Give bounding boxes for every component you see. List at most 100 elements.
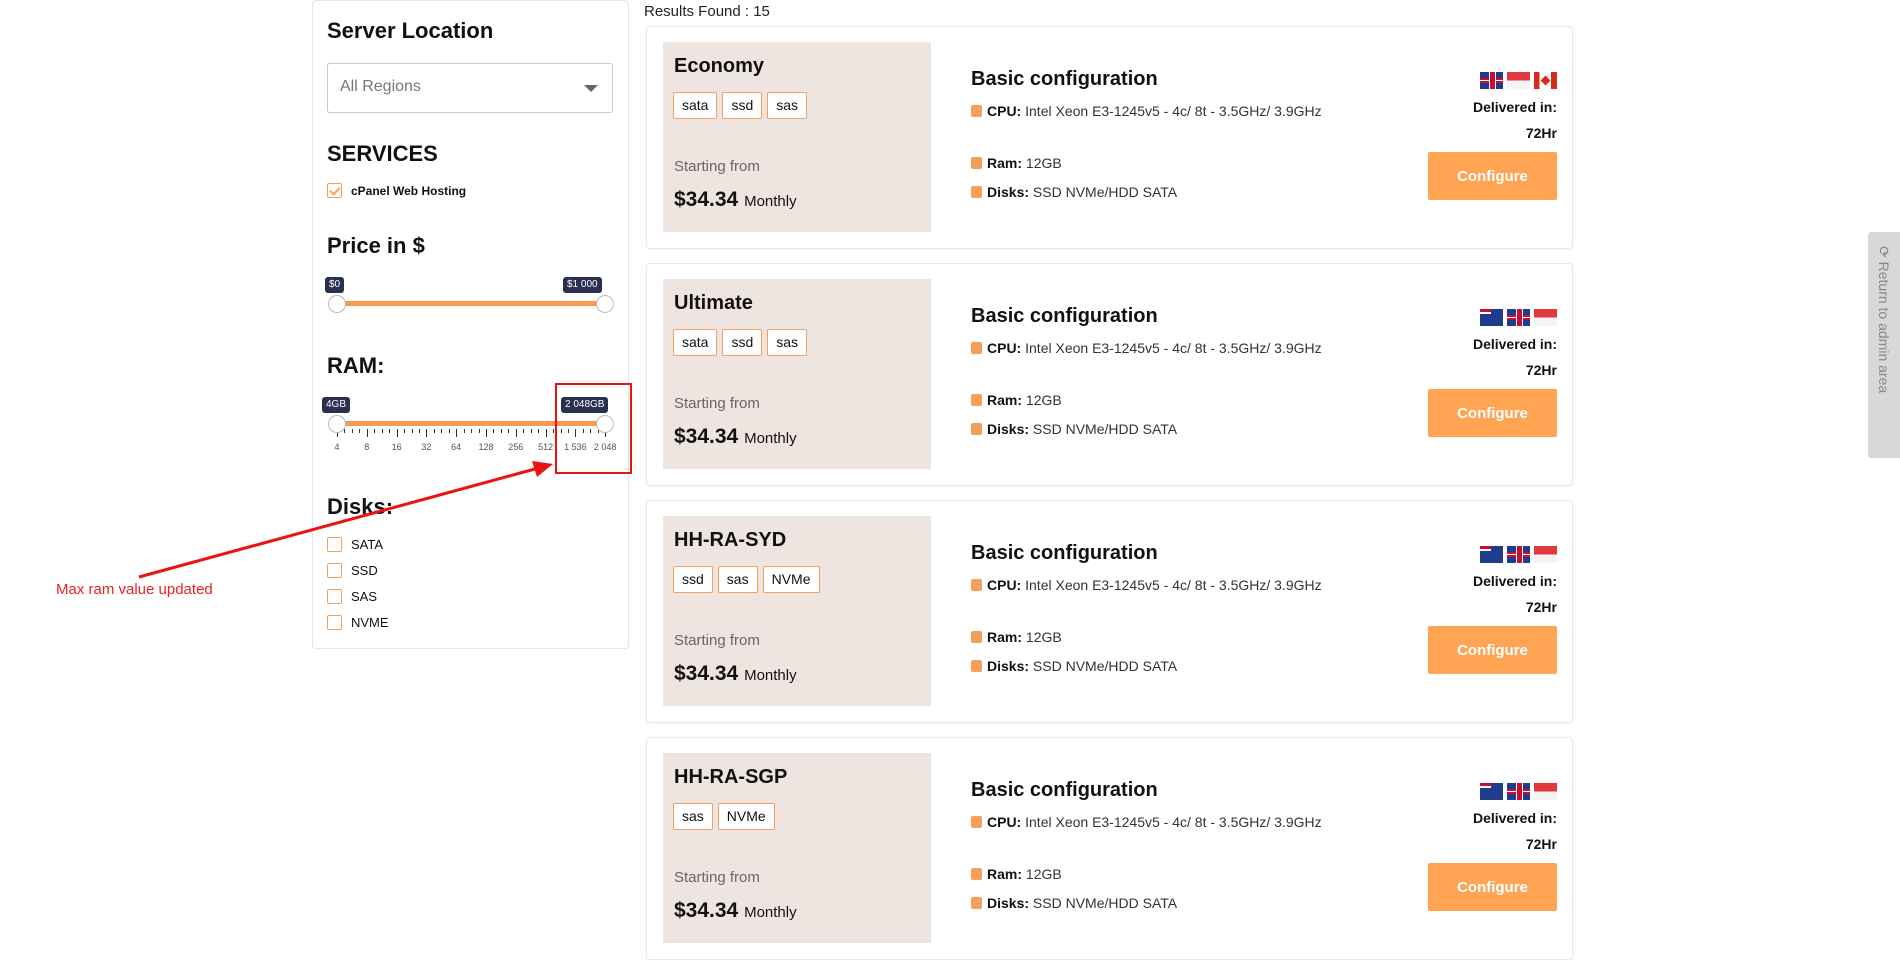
plan-name: HH-RA-SGP [674,766,788,788]
ram-minor-tick [441,429,443,433]
configure-button[interactable]: Configure [1428,626,1557,674]
ram-minor-tick [597,429,599,433]
price-period: Monthly [744,193,797,210]
disk-tag: ssd [722,329,763,356]
ram-major-tick [396,429,398,437]
disk-tags: sas NVMe [673,803,775,830]
cpu-value: Intel Xeon E3-1245v5 - 4c/ 8t - 3.5GHz/ … [1025,577,1322,593]
price-min-handle[interactable] [328,295,346,313]
ram-min-handle[interactable] [328,415,346,433]
annotation-text: Max ram value updated [56,581,213,598]
ram-minor-tick [381,429,383,433]
ram-minor-tick [553,429,555,433]
price-title: Price in $ [327,233,425,258]
ram-major-tick [366,429,368,437]
price-slider-track[interactable] [337,301,605,306]
return-to-admin-tab[interactable]: ⟳ Return to admin area [1868,232,1900,458]
cpu-label: CPU: [987,814,1022,830]
price-value: $34.34 [674,899,739,922]
starting-from: Starting from [674,158,760,175]
cpanel-checkbox[interactable] [327,183,342,198]
ram-major-tick [575,429,577,437]
ram-icon [971,157,982,169]
disk-icon [971,897,982,909]
ram-min-badge: 4GB [322,397,351,413]
disk-checkbox-nvme[interactable] [327,615,342,630]
ram-minor-tick [359,429,361,433]
location-flags [1480,72,1557,89]
ram-label: Ram: [987,392,1023,408]
price-value: $34.34 [674,662,739,685]
configure-button[interactable]: Configure [1428,389,1557,437]
starting-from: Starting from [674,869,760,886]
ram-major-tick [545,429,547,437]
flag-au-icon [1480,309,1503,326]
delivered-label: Delivered in: [1472,336,1557,352]
plan-price: $34.34 Monthly [674,661,797,688]
plan-panel: HH-RA-SYD ssd sas NVMe Starting from $34.3… [663,516,931,706]
ram-minor-tick [344,429,346,433]
server-location-title: Server Location [327,18,494,43]
configure-button[interactable]: Configure [1428,152,1557,200]
plan-name: HH-RA-SYD [674,529,787,551]
plan-name: Economy [674,55,765,77]
flag-uk-icon [1507,783,1530,800]
product-card: Economy sata ssd sas Starting from $34.34 … [646,26,1573,249]
ram-minor-tick [389,429,391,433]
price-max-handle[interactable] [596,295,614,313]
disks-spec: Disks: SSD NVMe/HDD SATA [971,182,1331,203]
disks-value: SSD NVMe/HDD SATA [1032,184,1178,200]
ram-value: 12GB [1025,866,1062,882]
ram-major-tick [605,429,607,437]
ram-max-handle[interactable] [596,415,614,433]
ram-minor-tick [411,429,413,433]
ram-label: Ram: [987,866,1023,882]
disk-tag: sas [717,566,758,593]
ram-tick-label: 8 [364,442,370,452]
ram-minor-tick [560,429,562,433]
starting-from: Starting from [674,632,760,649]
ram-tick-label: 256 [508,442,524,452]
price-max-badge: $1 000 [563,277,602,293]
ram-slider-track[interactable] [337,421,605,426]
ram-minor-tick [463,429,465,433]
starting-from: Starting from [674,395,760,412]
disk-checkbox-ssd[interactable] [327,563,342,578]
config-title: Basic configuration [971,779,1158,801]
ram-minor-tick [471,429,473,433]
region-select[interactable]: All Regions [327,63,613,113]
disk-label: NVME [351,615,389,630]
disk-tag: ssd [673,566,713,593]
disk-checkbox-sata[interactable] [327,537,342,552]
ram-major-tick [337,429,338,437]
delivered-label: Delivered in: [1472,810,1557,826]
disk-icon [971,423,982,435]
plan-name: Ultimate [674,292,753,314]
ram-spec: Ram: 12GB [971,390,1331,411]
product-card: HH-RA-SYD ssd sas NVMe Starting from $34.3… [646,500,1573,723]
disk-checkbox-sas[interactable] [327,589,342,604]
flag-uk-icon [1480,72,1503,89]
ram-icon [971,868,982,880]
return-to-admin-label: Return to admin area [1876,261,1892,394]
cpu-icon [971,816,982,828]
ram-spec: Ram: 12GB [971,864,1331,885]
ram-tick-label: 512 [538,442,554,452]
disks-value: SSD NVMe/HDD SATA [1032,421,1178,437]
flag-au-icon [1480,783,1503,800]
flag-sg-icon [1507,72,1530,89]
chevron-down-icon [584,85,598,92]
disk-tags: sata ssd sas [673,92,808,119]
disks-label: Disks: [987,421,1030,437]
flag-sg-icon [1534,309,1557,326]
ram-tick-label: 64 [451,442,462,452]
flag-au-icon [1480,546,1503,563]
product-card: Ultimate sata ssd sas Starting from $34.34… [646,263,1573,486]
cpu-label: CPU: [987,103,1022,119]
configure-button[interactable]: Configure [1428,863,1557,911]
ram-value: 12GB [1025,392,1062,408]
price-value: $34.34 [674,425,739,448]
ram-minor-tick [418,429,420,433]
location-flags [1480,546,1557,563]
delivered-label: Delivered in: [1472,99,1557,115]
